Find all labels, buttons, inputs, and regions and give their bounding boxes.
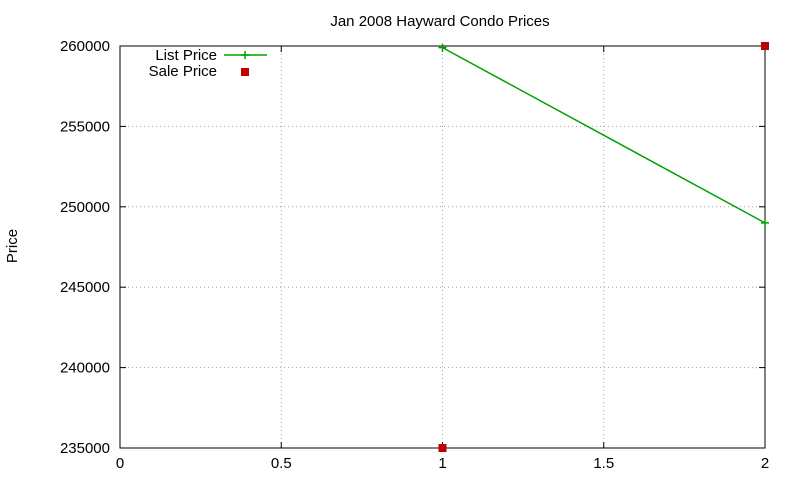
y-tick-label: 255000: [60, 118, 110, 135]
series-layer: [438, 42, 769, 452]
y-tick-label: 235000: [60, 440, 110, 457]
y-tick-label: 240000: [60, 360, 110, 377]
sale-price-point: [438, 444, 447, 452]
list-price-point: [761, 218, 769, 227]
legend-label-sale-price: Sale Price: [149, 63, 217, 80]
y-axis-label: Price: [4, 229, 21, 263]
list-price-point: [438, 43, 447, 52]
sale-price-point: [761, 42, 769, 50]
x-tick-label: 2: [761, 455, 769, 472]
list-price-line: [442, 46, 766, 224]
y-tick-label: 250000: [60, 199, 110, 216]
legend-label-list-price: List Price: [155, 47, 217, 64]
chart-title: Jan 2008 Hayward Condo Prices: [330, 13, 549, 30]
x-tick-label: 1.5: [593, 455, 614, 472]
legend-marker-list-price: [241, 51, 249, 59]
x-tick-label: 1: [438, 455, 446, 472]
sale-price-series: [438, 42, 769, 452]
x-tick-label: 0.5: [271, 455, 292, 472]
y-tick-label: 245000: [60, 279, 110, 296]
grid-lines: [120, 46, 765, 448]
y-tick-label: 260000: [60, 38, 110, 55]
x-tick-label: 0: [116, 455, 124, 472]
legend-marker-sale-price: [241, 68, 249, 76]
tick-labels: 0 0.5 1 1.5 2 235000 240000 245000 250000 255000 2…: [60, 38, 769, 472]
list-price-series: [438, 43, 769, 227]
